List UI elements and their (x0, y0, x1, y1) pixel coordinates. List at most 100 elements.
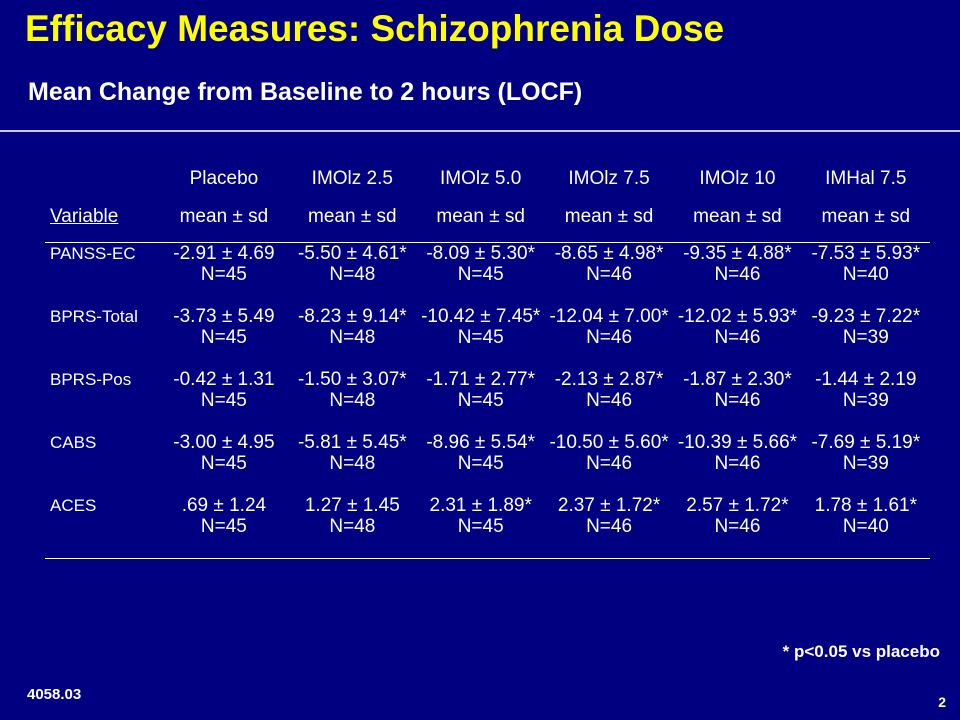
cell-mean-sd: -10.50 ± 5.60* (549, 432, 669, 453)
cell-mean-sd: .69 ± 1.24 (181, 495, 267, 516)
table-cell: -12.04 ± 7.00* N=46 (545, 306, 673, 369)
table-cell: -1.71 ± 2.77* N=45 (417, 369, 545, 432)
cell-sample-size: N=39 (842, 390, 889, 411)
cell-mean-sd: -3.73 ± 5.49 (173, 306, 275, 327)
cell-sample-size: N=46 (586, 390, 633, 411)
table-cell: -3.00 ± 4.95 N=45 (160, 432, 289, 495)
table-cell: 1.78 ± 1.61* N=40 (802, 495, 930, 559)
cell-sample-size: N=48 (329, 264, 376, 285)
cell-sample-size: N=40 (842, 516, 889, 537)
table-cell: -7.69 ± 5.19* N=39 (802, 432, 930, 495)
cell-sample-size: N=46 (586, 453, 633, 474)
cell-mean-sd: 2.31 ± 1.89* (429, 495, 532, 516)
table-cell: -1.44 ± 2.19 N=39 (802, 369, 930, 432)
cell-sample-size: N=45 (200, 516, 247, 537)
cell-sample-size: N=46 (714, 453, 761, 474)
table-bottom-border (45, 558, 930, 559)
cell-sample-size: N=39 (842, 327, 889, 348)
table-cell: 2.31 ± 1.89* N=45 (417, 495, 545, 559)
cell-sample-size: N=45 (457, 390, 504, 411)
table-row: ACES .69 ± 1.24 N=45 1.27 ± 1.45 N=48 2.31 ± … (45, 495, 930, 559)
table-row: BPRS-Pos -0.42 ± 1.31 N=45 -1.50 ± 3.07* N=4… (45, 369, 930, 432)
cell-mean-sd: -8.23 ± 9.14* (297, 306, 407, 327)
cell-mean-sd: 1.27 ± 1.45 (304, 495, 400, 516)
cell-mean-sd: -5.50 ± 4.61* (297, 243, 407, 264)
cell-mean-sd: -12.02 ± 5.93* (677, 306, 798, 327)
table-cell: -8.96 ± 5.54* N=45 (417, 432, 545, 495)
table-cell: -8.09 ± 5.30* N=45 (417, 243, 545, 306)
table-cell: -10.39 ± 5.66* N=46 (673, 432, 801, 495)
table-cell: -3.73 ± 5.49 N=45 (160, 306, 289, 369)
row-variable: BPRS-Total (50, 307, 138, 326)
efficacy-table: Placebo IMOlz 2.5 IMOlz 5.0 IMOlz 7.5 IM… (45, 160, 930, 559)
table-row: CABS -3.00 ± 4.95 N=45 -5.81 ± 5.45* N=48 -8.… (45, 432, 930, 495)
cell-mean-sd: -0.42 ± 1.31 (173, 369, 275, 390)
table-cell: -9.23 ± 7.22* N=39 (802, 306, 930, 369)
column-header: IMOlz 10 (699, 168, 776, 189)
column-header: Placebo (189, 168, 259, 189)
column-subheader: mean ± sd (308, 206, 397, 227)
table-cell: .69 ± 1.24 N=45 (160, 495, 289, 559)
column-subheader: mean ± sd (693, 206, 782, 227)
table-cell: -8.23 ± 9.14* N=48 (288, 306, 416, 369)
cell-sample-size: N=46 (714, 390, 761, 411)
cell-sample-size: N=45 (200, 264, 247, 285)
slide-title: Efficacy Measures: Schizophrenia Dose (25, 8, 725, 49)
table-row: BPRS-Total -3.73 ± 5.49 N=45 -8.23 ± 9.14* N… (45, 306, 930, 369)
cell-sample-size: N=46 (586, 327, 633, 348)
cell-sample-size: N=40 (842, 264, 889, 285)
cell-sample-size: N=46 (714, 264, 761, 285)
cell-sample-size: N=46 (714, 327, 761, 348)
cell-mean-sd: -9.35 ± 4.88* (683, 243, 792, 264)
table-cell: 2.37 ± 1.72* N=46 (545, 495, 673, 559)
table-cell: -5.50 ± 4.61* N=48 (288, 243, 416, 306)
cell-mean-sd: -1.44 ± 2.19 (815, 369, 917, 390)
table-cell: -2.91 ± 4.69 N=45 (160, 243, 289, 306)
column-header: IMOlz 7.5 (568, 168, 650, 189)
table-cell: 2.57 ± 1.72* N=46 (673, 495, 801, 559)
column-header: IMHal 7.5 (825, 168, 907, 189)
table-cell: 1.27 ± 1.45 N=48 (288, 495, 416, 559)
variable-header: Variable (50, 206, 119, 227)
row-variable: ACES (50, 496, 97, 515)
column-subheader: mean ± sd (821, 206, 911, 227)
cell-sample-size: N=48 (329, 390, 376, 411)
table-row: PANSS-EC -2.91 ± 4.69 N=45 -5.50 ± 4.61* N=4… (45, 243, 930, 306)
cell-mean-sd: -3.00 ± 4.95 (173, 432, 275, 453)
row-variable: PANSS-EC (50, 244, 136, 263)
table-cell: -7.53 ± 5.93* N=40 (802, 243, 930, 306)
cell-mean-sd: -1.50 ± 3.07* (297, 369, 407, 390)
cell-sample-size: N=45 (457, 516, 504, 537)
cell-mean-sd: -7.53 ± 5.93* (811, 243, 921, 264)
column-header: IMOlz 5.0 (440, 168, 522, 189)
table-cell: -1.50 ± 3.07* N=48 (288, 369, 416, 432)
table-cell: -12.02 ± 5.93* N=46 (673, 306, 801, 369)
table-cell: -10.42 ± 7.45* N=45 (417, 306, 545, 369)
cell-mean-sd: 2.37 ± 1.72* (557, 495, 661, 516)
table-cell: -9.35 ± 4.88* N=46 (673, 243, 801, 306)
cell-mean-sd: -8.96 ± 5.54* (426, 432, 536, 453)
cell-sample-size: N=46 (586, 264, 633, 285)
significance-footnote: * p<0.05 vs placebo (782, 642, 940, 661)
cell-mean-sd: -9.23 ± 7.22* (811, 306, 921, 327)
slide-code: 4058.03 (27, 686, 82, 703)
cell-sample-size: N=45 (200, 327, 247, 348)
table-cell: -2.13 ± 2.87* N=46 (545, 369, 673, 432)
cell-mean-sd: 2.57 ± 1.72* (686, 495, 789, 516)
cell-mean-sd: -10.39 ± 5.66* (677, 432, 798, 453)
cell-mean-sd: -5.81 ± 5.45* (297, 432, 407, 453)
cell-mean-sd: -8.65 ± 4.98* (554, 243, 664, 264)
table-cell: -1.87 ± 2.30* N=46 (673, 369, 801, 432)
table-cell: -8.65 ± 4.98* N=46 (545, 243, 673, 306)
table-cell: -0.42 ± 1.31 N=45 (160, 369, 289, 432)
row-variable: BPRS-Pos (50, 370, 132, 389)
column-subheader: mean ± sd (179, 206, 269, 227)
cell-mean-sd: -7.69 ± 5.19* (811, 432, 921, 453)
cell-mean-sd: -1.71 ± 2.77* (426, 369, 536, 390)
title-divider (0, 130, 960, 132)
cell-sample-size: N=48 (329, 516, 376, 537)
cell-mean-sd: 1.78 ± 1.61* (814, 495, 917, 516)
header-divider (45, 242, 930, 243)
cell-mean-sd: -1.87 ± 2.30* (683, 369, 792, 390)
header-row-treatments: Placebo IMOlz 2.5 IMOlz 5.0 IMOlz 7.5 IM… (45, 160, 930, 198)
